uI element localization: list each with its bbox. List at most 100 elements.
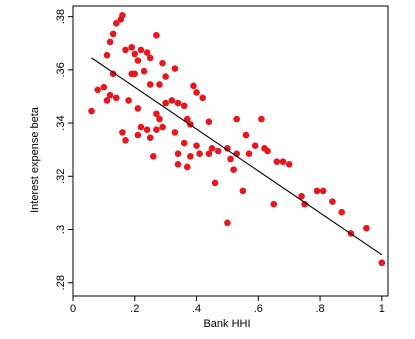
data-point <box>180 139 188 147</box>
data-point <box>100 83 108 91</box>
data-point <box>103 51 111 59</box>
y-tick-label: .38 <box>55 9 67 24</box>
data-point <box>109 30 117 38</box>
data-point <box>190 82 197 90</box>
data-point <box>301 200 308 208</box>
data-point <box>171 65 179 72</box>
data-point <box>245 150 253 157</box>
x-tick-label: 1 <box>379 303 385 315</box>
data-point <box>193 142 200 149</box>
data-point <box>143 126 151 134</box>
x-axis-title: Bank HHI <box>203 318 250 330</box>
x-tick-label: .4 <box>192 303 201 315</box>
data-point <box>205 118 213 126</box>
data-point <box>88 107 95 115</box>
data-point <box>319 187 327 195</box>
data-point <box>174 99 182 107</box>
data-point <box>134 57 142 64</box>
data-point <box>378 259 386 267</box>
data-point <box>273 158 281 165</box>
data-point <box>119 129 126 136</box>
data-point <box>230 166 237 173</box>
x-tick-label: .6 <box>254 303 263 315</box>
x-tick-label: .2 <box>130 303 139 315</box>
data-point <box>94 86 102 94</box>
data-point <box>193 89 200 96</box>
data-point <box>239 187 247 195</box>
data-point <box>214 147 222 155</box>
data-point <box>122 137 129 144</box>
data-point <box>183 115 191 123</box>
data-point <box>128 43 135 51</box>
data-point <box>134 131 142 139</box>
y-tick-label: .28 <box>55 275 67 290</box>
data-point <box>224 145 231 152</box>
data-point <box>196 150 203 157</box>
data-point <box>174 150 182 157</box>
data-point <box>109 70 117 78</box>
y-tick-label: .32 <box>55 169 67 184</box>
y-axis-title: Interest expense beta <box>29 106 41 213</box>
data-point <box>211 179 219 187</box>
data-point <box>140 67 148 75</box>
data-point <box>159 123 166 131</box>
data-point <box>122 46 129 54</box>
data-point <box>270 200 278 208</box>
data-point <box>117 16 125 23</box>
data-point <box>174 161 182 168</box>
data-point <box>146 81 154 88</box>
data-point <box>146 134 154 141</box>
data-point <box>168 97 176 104</box>
y-tick-label: .36 <box>55 62 67 77</box>
data-point <box>258 115 265 123</box>
data-point <box>205 150 213 157</box>
data-point <box>112 19 120 27</box>
data-point <box>106 91 114 99</box>
plot-area: .28 .3 .32 .34 .36 .38 0 .2 .4 .6 .8 1 <box>55 5 389 315</box>
data-point <box>137 123 145 131</box>
x-tick-label: .8 <box>315 303 324 315</box>
data-point <box>233 115 240 123</box>
data-point <box>285 161 293 168</box>
y-tick-label: .34 <box>55 115 67 130</box>
data-point <box>143 49 151 56</box>
data-point <box>162 73 169 80</box>
data-point <box>329 198 336 205</box>
data-point <box>338 208 345 216</box>
data-point <box>159 59 166 67</box>
data-point <box>128 70 135 78</box>
data-point <box>242 131 250 139</box>
data-point <box>106 38 114 46</box>
data-point <box>131 50 139 58</box>
data-point <box>156 81 163 88</box>
plot-frame <box>72 5 389 297</box>
data-point <box>298 192 305 200</box>
x-tick-label: 0 <box>70 303 76 315</box>
data-point <box>103 97 111 104</box>
data-point <box>363 224 370 232</box>
data-point <box>162 99 169 107</box>
data-point <box>199 94 207 102</box>
data-point <box>224 219 231 227</box>
data-point <box>146 54 154 62</box>
data-point <box>153 31 160 39</box>
data-point <box>149 153 157 160</box>
data-point <box>125 97 132 104</box>
data-point <box>227 155 234 163</box>
y-tick-label: .3 <box>55 225 67 234</box>
data-point <box>180 102 188 110</box>
data-point <box>183 163 191 171</box>
data-point <box>251 142 259 149</box>
data-point <box>134 105 142 112</box>
data-point <box>153 126 160 134</box>
data-point <box>153 110 160 118</box>
data-point <box>187 153 194 160</box>
data-point <box>264 147 271 155</box>
data-point <box>156 115 163 123</box>
fit-line <box>91 57 383 256</box>
data-point <box>208 145 216 152</box>
data-point <box>137 46 145 54</box>
data-point <box>112 94 120 102</box>
